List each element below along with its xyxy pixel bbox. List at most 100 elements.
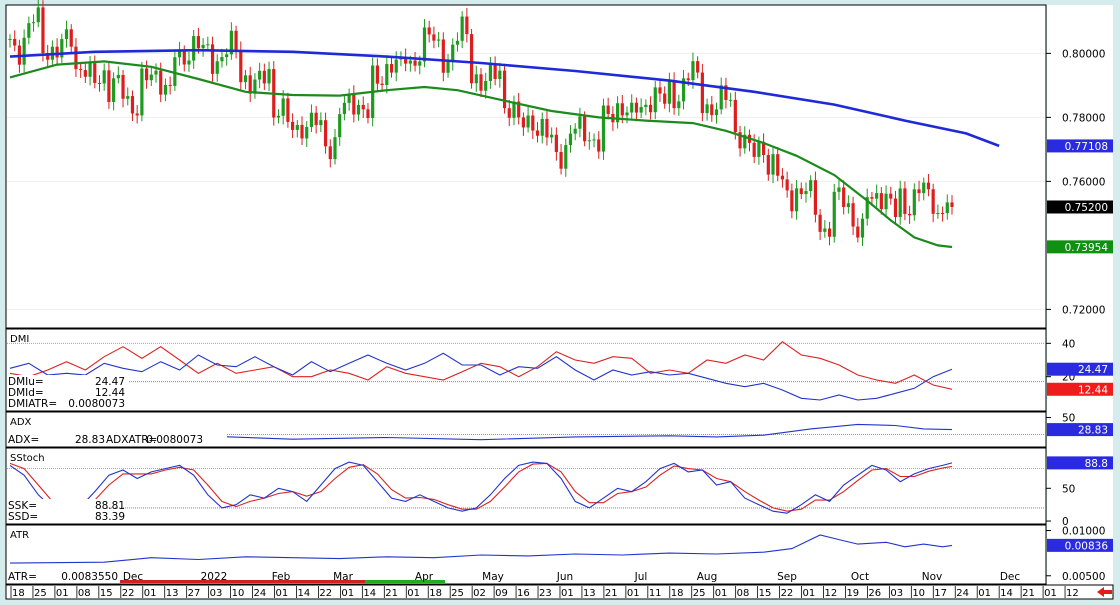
- atr-panel-label: ATR: [10, 530, 29, 541]
- price-candle: [366, 103, 370, 124]
- x-day-label: 18: [671, 588, 684, 599]
- price-candle: [719, 77, 723, 115]
- candle-body: [559, 152, 563, 169]
- price-candle: [771, 146, 775, 184]
- candle-body: [917, 189, 921, 194]
- period-bar-segment: [365, 580, 445, 583]
- x-day-label: 16: [517, 588, 530, 599]
- candle-body: [936, 213, 940, 215]
- price-candle: [743, 126, 747, 154]
- candle-body: [239, 50, 243, 83]
- x-day-label: 18: [12, 588, 25, 599]
- x-month-label: Aug: [697, 571, 718, 583]
- candle-body: [587, 140, 591, 142]
- x-day-label: 21: [605, 588, 618, 599]
- stat-key: DMIu=: [8, 376, 44, 388]
- candle-body: [658, 87, 662, 94]
- x-day-label: 01: [627, 588, 640, 599]
- price-candle: [74, 38, 78, 77]
- price-candle: [766, 148, 770, 181]
- price-candle: [451, 38, 455, 71]
- price-candle: [286, 92, 290, 128]
- price-candle: [427, 20, 431, 43]
- price-candle: [776, 147, 780, 182]
- price-candle: [149, 67, 153, 86]
- price-candle: [634, 97, 639, 122]
- price-candle: [295, 120, 299, 138]
- scroll-left-arrow-icon[interactable]: [1097, 587, 1112, 597]
- price-candle: [88, 56, 92, 86]
- price-candle: [276, 109, 281, 124]
- price-candle: [338, 107, 342, 146]
- x-day-label: 01: [56, 588, 69, 599]
- candle-body: [625, 112, 629, 116]
- candle-body: [234, 30, 238, 51]
- price-candle: [291, 113, 295, 139]
- candle-body: [126, 96, 130, 99]
- candle-body: [752, 142, 756, 157]
- price-candle: [177, 41, 182, 66]
- dmi-stats-box: [7, 375, 129, 409]
- candle-body: [606, 105, 610, 114]
- value-badge-background: [1047, 382, 1113, 396]
- candle-body: [206, 44, 210, 46]
- x-day-label: 02: [473, 588, 486, 599]
- price-candle: [342, 94, 347, 121]
- price-candle: [46, 44, 50, 67]
- value-badge: 0.75200: [1047, 200, 1113, 214]
- x-month-label: Feb: [272, 571, 291, 583]
- price-candle: [79, 62, 83, 78]
- candle-body: [385, 64, 389, 86]
- price-candle: [469, 28, 474, 89]
- candle-body: [116, 74, 120, 79]
- price-candle: [375, 58, 379, 91]
- price-candle: [168, 76, 172, 95]
- candle-body: [451, 44, 455, 63]
- atr-panel: [5, 524, 1047, 585]
- price-candle: [875, 184, 879, 207]
- price-candle: [893, 190, 898, 225]
- price-candle: [493, 56, 497, 86]
- candle-body: [776, 154, 780, 176]
- candle-body: [870, 197, 874, 199]
- price-candle: [597, 131, 601, 159]
- adx-panel-label: ADX: [10, 417, 32, 428]
- candle-body: [578, 116, 582, 129]
- candle-body: [177, 50, 182, 58]
- candle-body: [102, 70, 106, 84]
- period-bar-segment: [120, 580, 365, 583]
- candle-body: [488, 64, 493, 81]
- price-candle: [300, 116, 304, 146]
- price-candle: [837, 180, 841, 200]
- price-candle: [931, 183, 935, 223]
- x-month-label: 2022: [201, 571, 228, 583]
- candle-body: [248, 75, 252, 94]
- price-candle: [488, 57, 493, 89]
- candle-body: [714, 109, 719, 116]
- candle-body: [305, 127, 309, 139]
- x-day-label: 01: [803, 588, 816, 599]
- candle-body: [333, 137, 337, 160]
- x-day-label: 14: [1000, 588, 1013, 599]
- price-candle: [13, 30, 17, 52]
- price-candle: [154, 63, 158, 83]
- candle-body: [526, 115, 530, 128]
- candle-body: [437, 39, 441, 41]
- candle-body: [455, 40, 460, 45]
- price-candle: [437, 32, 441, 48]
- price-candle: [846, 195, 850, 214]
- price-candle: [630, 94, 634, 119]
- candle-body: [922, 182, 926, 194]
- price-candle: [809, 175, 813, 198]
- candle-body: [681, 78, 686, 102]
- price-candle: [361, 96, 365, 118]
- candle-body: [809, 180, 813, 192]
- candle-body: [465, 16, 469, 35]
- candle-body: [832, 191, 836, 237]
- candle-body: [710, 104, 714, 116]
- candle-body: [55, 46, 59, 58]
- price-candle: [540, 112, 544, 144]
- price-candle: [380, 76, 384, 92]
- dmi-down-line: [9, 340, 953, 390]
- candle-body: [389, 64, 394, 73]
